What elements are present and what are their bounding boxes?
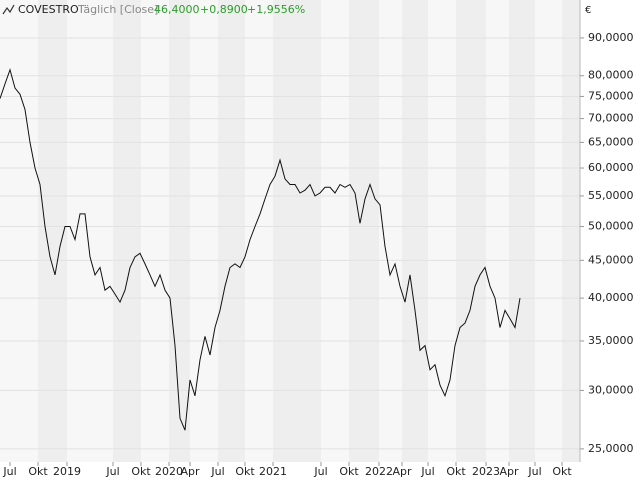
x-tick-label: Jul bbox=[527, 465, 541, 478]
chart-title: COVESTRO bbox=[18, 3, 79, 16]
time-band bbox=[456, 0, 486, 462]
y-tick-label: 45,0000 bbox=[588, 253, 634, 266]
y-tick-label: 75,0000 bbox=[588, 89, 634, 102]
x-tick-label: Jul bbox=[313, 465, 327, 478]
time-band bbox=[169, 0, 190, 462]
x-tick-label: Okt bbox=[446, 465, 466, 478]
y-tick-label: 50,0000 bbox=[588, 220, 634, 233]
y-tick-label: 70,0000 bbox=[588, 112, 634, 125]
y-tick-label: 60,0000 bbox=[588, 161, 634, 174]
last-price: 46,4000 bbox=[154, 3, 200, 16]
x-tick-label: Okt bbox=[131, 465, 151, 478]
x-tick-label: Okt bbox=[552, 465, 572, 478]
x-tick-label: 2020 bbox=[155, 465, 183, 478]
x-tick-label: Apr bbox=[180, 465, 200, 478]
y-tick-label: 80,0000 bbox=[588, 69, 634, 82]
price-change-pct: +1,9556% bbox=[247, 3, 305, 16]
x-tick-label: Apr bbox=[499, 465, 519, 478]
y-tick-label: 90,0000 bbox=[588, 31, 634, 44]
y-tick-label: 35,0000 bbox=[588, 334, 634, 347]
price-change: +0,8900 bbox=[200, 3, 248, 16]
x-tick-label: Jul bbox=[420, 465, 434, 478]
x-tick-label: Jul bbox=[210, 465, 224, 478]
x-tick-label: Okt bbox=[339, 465, 359, 478]
time-band bbox=[562, 0, 580, 462]
time-band bbox=[113, 0, 141, 462]
x-tick-label: 2022 bbox=[365, 465, 393, 478]
x-tick-label: Apr bbox=[392, 465, 412, 478]
y-tick-label: 40,0000 bbox=[588, 291, 634, 304]
x-tick-label: Jul bbox=[105, 465, 119, 478]
y-tick-label: 25,0000 bbox=[588, 442, 634, 455]
x-tick-label: Jul bbox=[2, 465, 16, 478]
time-band bbox=[509, 0, 535, 462]
x-tick-label: 2021 bbox=[259, 465, 287, 478]
x-tick-label: 2019 bbox=[53, 465, 81, 478]
time-band bbox=[218, 0, 245, 462]
y-tick-label: 55,0000 bbox=[588, 189, 634, 202]
x-tick-label: Okt bbox=[28, 465, 48, 478]
x-tick-label: Okt bbox=[235, 465, 255, 478]
price-line bbox=[0, 68, 521, 431]
x-tick-label: 2023 bbox=[472, 465, 500, 478]
y-tick-label: 65,0000 bbox=[588, 135, 634, 148]
time-band bbox=[38, 0, 67, 462]
time-band bbox=[273, 0, 321, 462]
y-tick-label: 30,0000 bbox=[588, 383, 634, 396]
time-band bbox=[402, 0, 428, 462]
chart-subtitle: Täglich [Close] bbox=[77, 3, 158, 16]
y-unit: € bbox=[585, 5, 591, 16]
chart-icon bbox=[2, 4, 15, 15]
time-band bbox=[349, 0, 379, 462]
